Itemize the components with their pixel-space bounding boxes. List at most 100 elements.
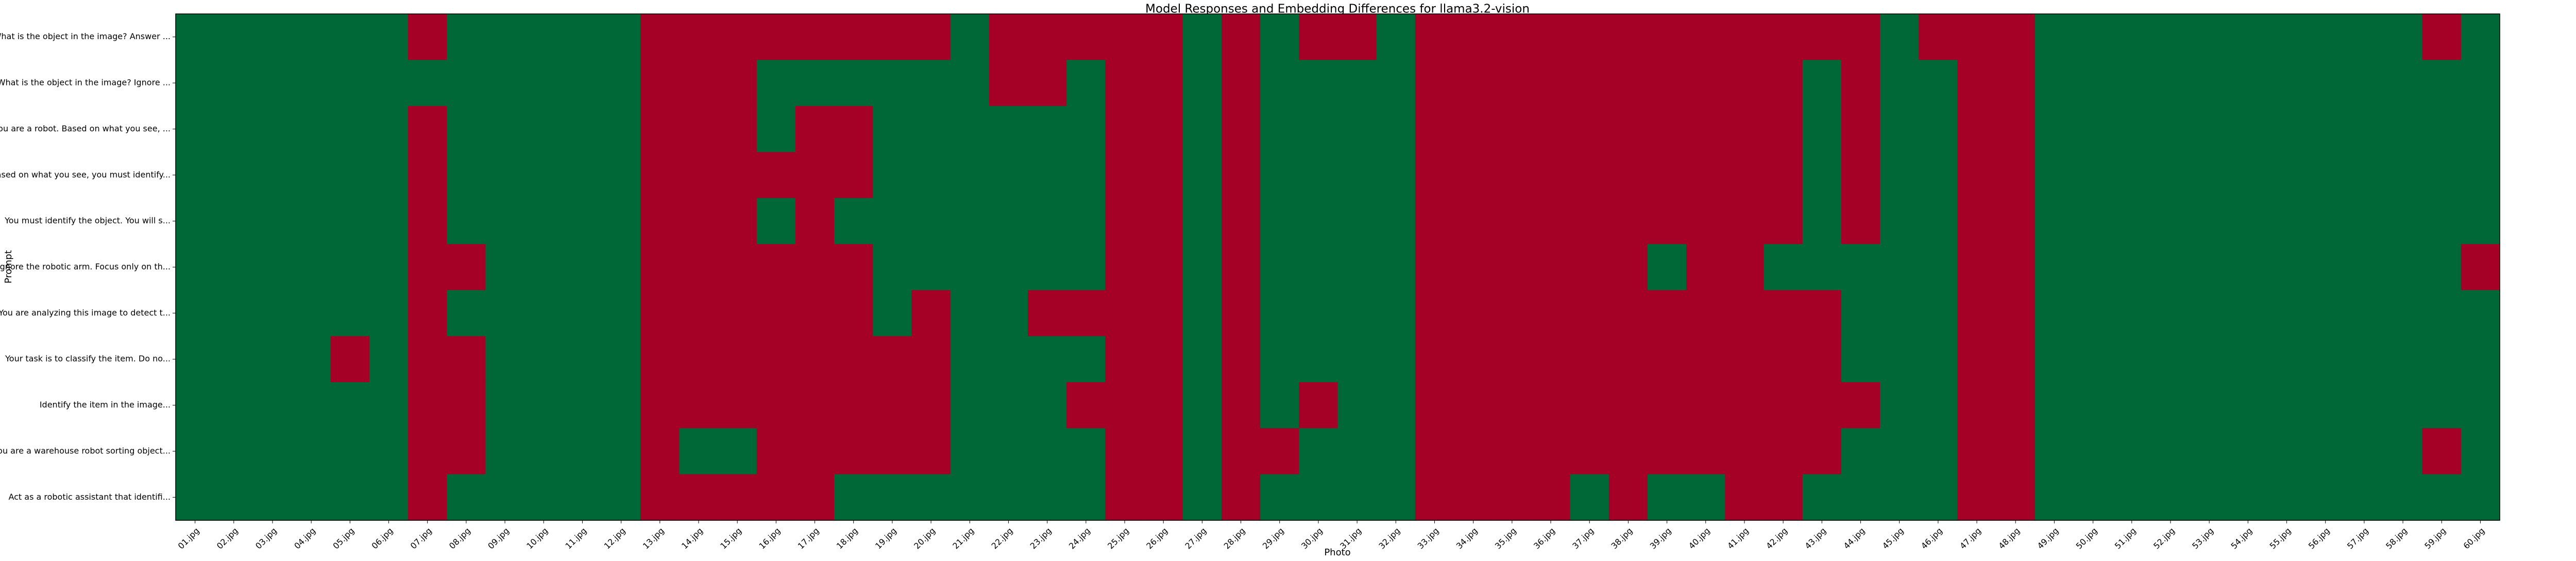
x-tick-label: 42.jpg — [1764, 526, 1789, 551]
heatmap-cell — [563, 336, 602, 383]
x-tick-label: 19.jpg — [873, 526, 899, 551]
heatmap-cell — [2345, 382, 2384, 429]
heatmap-cell — [834, 474, 873, 521]
heatmap-cell — [1841, 60, 1880, 107]
heatmap-cell — [1764, 60, 1803, 107]
heatmap-cell — [873, 428, 912, 475]
heatmap-cell — [640, 382, 680, 429]
heatmap-cell — [2422, 198, 2462, 245]
heatmap-cell — [2345, 198, 2384, 245]
heatmap-cell — [1880, 336, 1919, 383]
heatmap-cell — [602, 14, 641, 60]
heatmap-cell — [2151, 106, 2191, 152]
heatmap-cell — [1841, 14, 1880, 60]
heatmap-cell — [2035, 290, 2074, 337]
heatmap-cell — [1221, 244, 1261, 291]
heatmap-cell — [1608, 290, 1648, 337]
heatmap-cell — [795, 60, 835, 107]
heatmap-cell — [1647, 60, 1687, 107]
heatmap-cell — [950, 60, 990, 107]
heatmap-cell — [718, 382, 757, 429]
x-tick-label: 07.jpg — [409, 526, 434, 551]
heatmap-cell — [2190, 198, 2229, 245]
heatmap-cell — [1996, 336, 2036, 383]
heatmap-cell — [1686, 152, 1725, 199]
heatmap-cell — [1686, 244, 1725, 291]
heatmap-cell — [408, 152, 447, 199]
heatmap-cell — [756, 60, 796, 107]
heatmap-cell — [911, 474, 951, 521]
heatmap-cell — [873, 290, 912, 337]
heatmap-cell — [447, 428, 486, 475]
heatmap-cell — [2461, 336, 2500, 383]
heatmap-cell — [369, 290, 409, 337]
heatmap-cell — [2306, 60, 2345, 107]
heatmap-cell — [563, 106, 602, 152]
heatmap-cell — [1028, 244, 1067, 291]
heatmap-cell — [330, 152, 370, 199]
heatmap-cell — [640, 290, 680, 337]
heatmap-cell — [1415, 474, 1454, 521]
heatmap-cell — [2383, 60, 2423, 107]
heatmap-cell — [1376, 14, 1416, 60]
heatmap-cell — [408, 382, 447, 429]
heatmap-cell — [408, 428, 447, 475]
heatmap-cell — [2151, 290, 2191, 337]
heatmap-cell — [2345, 244, 2384, 291]
heatmap-cell — [756, 152, 796, 199]
heatmap-cell — [2228, 428, 2268, 475]
heatmap-cell — [1764, 382, 1803, 429]
heatmap-cell — [795, 428, 835, 475]
heatmap-cell — [1802, 60, 1842, 107]
heatmap-cell — [1570, 290, 1609, 337]
heatmap-cell — [873, 474, 912, 521]
heatmap-cell — [369, 60, 409, 107]
heatmap-cell — [2035, 244, 2074, 291]
heatmap-cell — [563, 428, 602, 475]
heatmap-cell — [408, 14, 447, 60]
heatmap-cell — [795, 244, 835, 291]
heatmap-cell — [1841, 244, 1880, 291]
x-tick-label: 10.jpg — [524, 526, 550, 551]
heatmap-cell — [679, 428, 719, 475]
heatmap-cell — [1182, 198, 1222, 245]
heatmap-cell — [2112, 382, 2151, 429]
x-tick-label: 14.jpg — [680, 526, 705, 551]
heatmap-cell — [1144, 382, 1183, 429]
heatmap-cell — [1919, 428, 1958, 475]
heatmap-cell — [640, 428, 680, 475]
heatmap-cell — [1299, 198, 1338, 245]
heatmap-cell — [447, 336, 486, 383]
x-tick-label: 20.jpg — [912, 526, 937, 551]
heatmap-cell — [2190, 244, 2229, 291]
heatmap-cell — [950, 382, 990, 429]
heatmap-cell — [1880, 290, 1919, 337]
heatmap-cell — [873, 336, 912, 383]
heatmap-cell — [756, 244, 796, 291]
heatmap-cell — [834, 198, 873, 245]
heatmap-cell — [1028, 60, 1067, 107]
heatmap-cell — [369, 474, 409, 521]
y-axis-label: Prompt — [3, 250, 14, 284]
heatmap-cell — [2422, 428, 2462, 475]
x-tick-label: 16.jpg — [757, 526, 782, 551]
heatmap-cell — [2151, 244, 2191, 291]
heatmap-cell — [2190, 106, 2229, 152]
heatmap-cell — [563, 244, 602, 291]
heatmap-cell — [1570, 336, 1609, 383]
heatmap-cell — [292, 428, 331, 475]
heatmap-cell — [1493, 106, 1532, 152]
heatmap-cell — [1764, 106, 1803, 152]
heatmap-cell — [989, 60, 1028, 107]
heatmap-cell — [2228, 14, 2268, 60]
heatmap-cell — [602, 336, 641, 383]
heatmap-cell — [1260, 382, 1299, 429]
heatmap-cell — [330, 382, 370, 429]
heatmap-cell — [369, 382, 409, 429]
heatmap-cell — [2073, 198, 2113, 245]
heatmap-cell — [1299, 382, 1338, 429]
heatmap-cell — [2422, 14, 2462, 60]
x-tick-label: 32.jpg — [1377, 526, 1402, 551]
heatmap-cell — [2345, 290, 2384, 337]
heatmap-cell — [1725, 106, 1765, 152]
